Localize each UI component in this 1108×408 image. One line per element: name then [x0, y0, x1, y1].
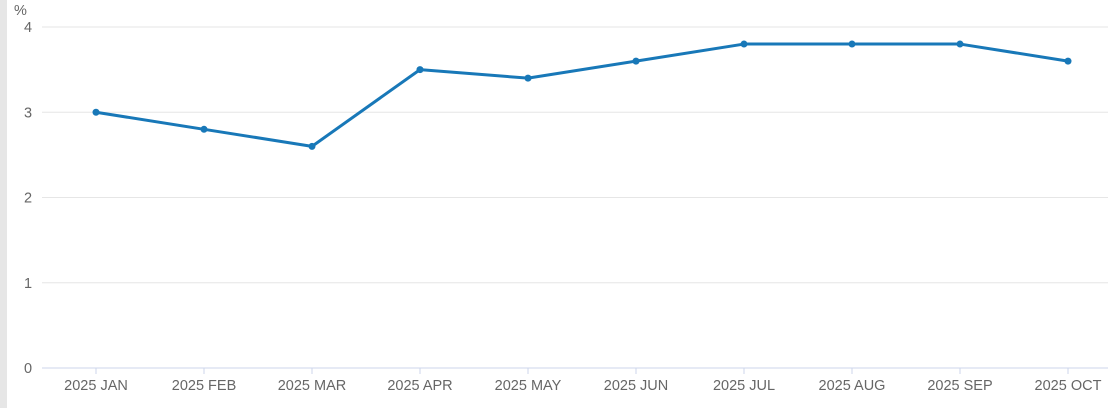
y-axis-label: 4	[24, 20, 32, 36]
x-axis-label: 2025 AUG	[819, 378, 886, 394]
x-axis-label: 2025 FEB	[172, 378, 237, 394]
data-point-marker[interactable]	[308, 142, 316, 150]
y-axis-label: 2	[24, 191, 32, 207]
data-point-marker[interactable]	[956, 40, 964, 48]
y-axis-label: 1	[24, 276, 32, 292]
data-point-marker[interactable]	[92, 108, 100, 116]
data-point-marker[interactable]	[632, 57, 640, 65]
data-point-marker[interactable]	[740, 40, 748, 48]
y-axis-label: 0	[24, 361, 32, 377]
x-axis-label: 2025 MAR	[278, 378, 347, 394]
y-axis-label: 3	[24, 105, 32, 121]
x-axis-label: 2025 APR	[387, 378, 452, 394]
x-axis-label: 2025 JUN	[604, 378, 668, 394]
series-line	[94, 42, 1070, 148]
data-point-marker[interactable]	[848, 40, 856, 48]
data-point-marker[interactable]	[1064, 57, 1072, 65]
x-axis-label: 2025 SEP	[927, 378, 992, 394]
page-left-edge-strip	[0, 0, 7, 408]
data-point-marker[interactable]	[524, 74, 532, 82]
x-axis-label: 2025 OCT	[1035, 378, 1102, 394]
x-axis-label: 2025 JUL	[713, 378, 775, 394]
data-point-marker[interactable]	[200, 125, 208, 133]
x-axis-label: 2025 MAY	[495, 378, 562, 394]
y-axis-title: %	[14, 3, 27, 19]
data-point-marker[interactable]	[416, 66, 424, 74]
x-axis-label: 2025 JAN	[64, 378, 128, 394]
